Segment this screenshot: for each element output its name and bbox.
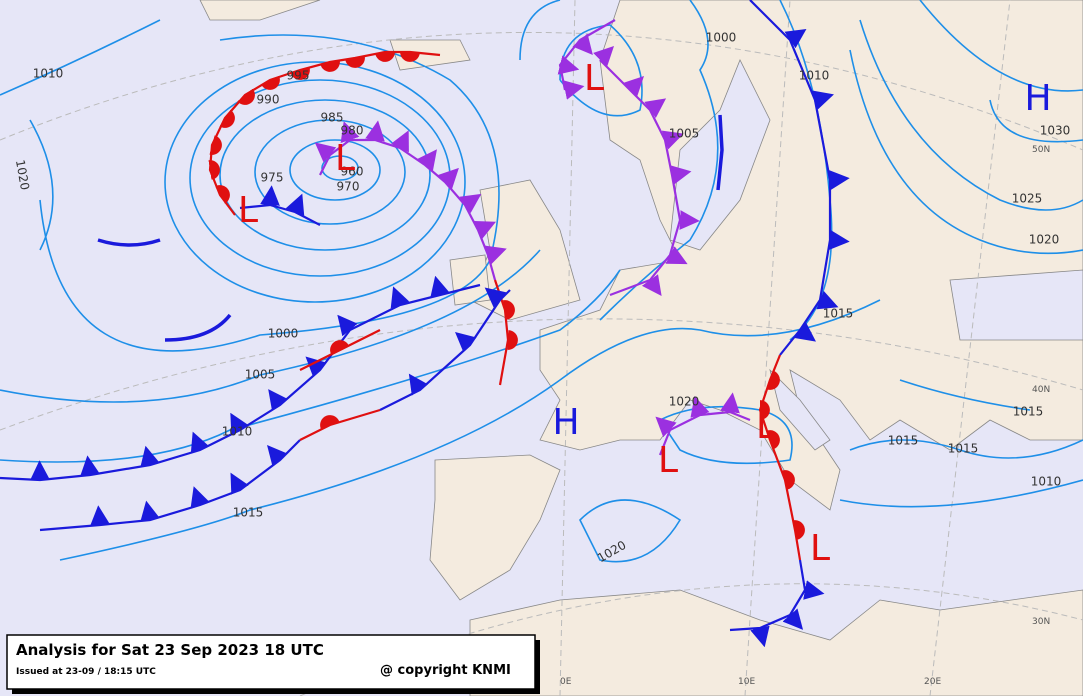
pressure-centers: H H L L L L L L — [238, 58, 1052, 569]
grid-label: 10E — [738, 677, 755, 687]
isobar-label: 990 — [257, 93, 280, 107]
caption-box: Analysis for Sat 23 Sep 2023 18 UTC Issu… — [6, 634, 540, 694]
isobar-label: 1005 — [245, 368, 276, 382]
low-center: L — [658, 440, 678, 481]
isobar-label: 1020 — [13, 159, 32, 192]
isobar-label: 985 — [321, 111, 344, 125]
isobar-label: 1020 — [1029, 233, 1060, 247]
isobar-label: 1015 — [888, 434, 919, 448]
isobar-label: 970 — [337, 180, 360, 194]
isobar-label: 980 — [341, 124, 364, 138]
caption-issued: Issued at 23-09 / 18:15 UTC — [16, 667, 156, 677]
grid-label: 50N — [1032, 145, 1050, 155]
low-center: L — [335, 138, 355, 179]
low-center: L — [756, 406, 776, 447]
grid-label: 40N — [1032, 385, 1050, 395]
grid-label: 0E — [560, 677, 572, 687]
caption-title: Analysis for Sat 23 Sep 2023 18 UTC — [16, 641, 324, 659]
isobar-label: 1025 — [1012, 192, 1043, 206]
isobar-label: 1015 — [948, 442, 979, 456]
isobar-label: 1015 — [233, 506, 264, 520]
isobar-labels: 1010 1020 995 990 985 980 975 970 960 10… — [13, 31, 1070, 566]
isobar-label: 1005 — [669, 127, 700, 141]
isobar-label: 995 — [287, 69, 310, 83]
fronts — [0, 0, 850, 648]
isobar-label: 1015 — [823, 307, 854, 321]
low-center: L — [810, 528, 830, 569]
caption-copyright: @ copyright KNMI — [380, 663, 511, 678]
grid-labels: 50N 40N 30N 0E 10E 20E — [560, 145, 1050, 687]
isobar-label: 1010 — [1031, 475, 1062, 489]
isobar-label: 1010 — [799, 69, 830, 83]
high-center: H — [1024, 78, 1051, 119]
grid-label: 30N — [1032, 617, 1050, 627]
low-center: L — [584, 58, 604, 99]
isobar-label: 1000 — [268, 327, 299, 341]
isobar-label: 1020 — [669, 395, 700, 409]
isobar-label: 1010 — [222, 425, 253, 439]
isobar-label: 1030 — [1040, 124, 1071, 138]
grid-label: 20E — [924, 677, 941, 687]
isobar-label: 1000 — [706, 31, 737, 45]
high-center: H — [552, 402, 579, 443]
isobar-label: 1015 — [1013, 405, 1044, 419]
isobar-label: 1010 — [33, 67, 64, 81]
isobar-label: 975 — [261, 171, 284, 185]
low-center: L — [238, 190, 258, 231]
isobar-label: 960 — [341, 165, 364, 179]
